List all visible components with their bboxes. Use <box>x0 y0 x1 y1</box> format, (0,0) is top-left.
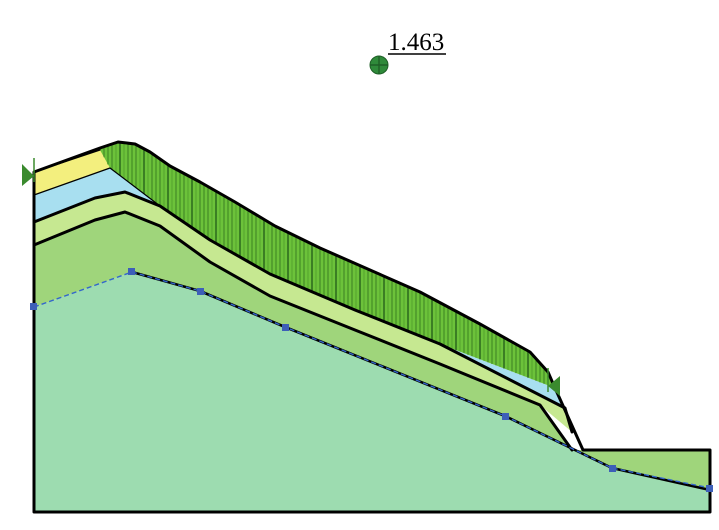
slice-fill <box>100 142 555 388</box>
soil-layer-light-green <box>34 192 572 432</box>
soil-layer-mid-green <box>34 212 710 490</box>
right-marker-icon <box>547 368 560 396</box>
soil-layer-cyan <box>34 168 565 408</box>
soil-layer-yellow <box>34 150 118 195</box>
factor-of-safety-value: 1.463 <box>388 29 444 56</box>
model-outline <box>32 140 712 514</box>
crosshair-circle-icon <box>369 55 389 75</box>
soil-layer-base <box>34 272 710 512</box>
left-marker-icon <box>22 158 35 186</box>
factor-of-safety-label: 1.463 <box>369 29 446 75</box>
slip-surface <box>30 268 713 492</box>
